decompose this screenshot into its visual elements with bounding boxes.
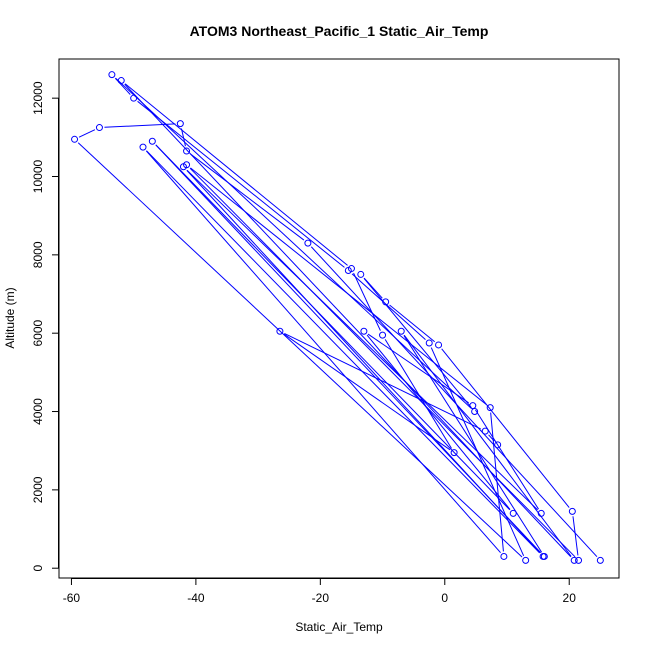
y-tick-label: 2000: [31, 476, 45, 503]
series-segment: [77, 142, 523, 558]
data-point: [500, 552, 508, 560]
data-point: [570, 556, 578, 564]
y-tick-label: 8000: [31, 241, 45, 268]
data-point: [379, 331, 387, 339]
series-segment: [155, 144, 511, 511]
data-point: [469, 402, 477, 410]
data-point: [357, 270, 365, 278]
series-line: [77, 77, 598, 558]
chart-title: ATOM3 Northeast_Pacific_1 Static_Air_Tem…: [190, 23, 489, 39]
data-point: [522, 556, 530, 564]
x-tick-label: -40: [187, 591, 205, 605]
series-segment: [475, 409, 539, 510]
data-point: [425, 339, 433, 347]
series-segment: [441, 348, 570, 508]
y-axis: 0 2000 4000 6000 8000 10000 12000: [31, 81, 59, 572]
series-points: [71, 71, 604, 564]
series-segment: [389, 304, 435, 343]
x-axis: -60 -40 -20 0 20: [63, 578, 576, 605]
data-point: [382, 298, 390, 306]
data-point: [139, 143, 147, 151]
series-segment: [572, 516, 579, 556]
x-tick-label: 0: [441, 591, 448, 605]
series-segment: [180, 128, 186, 147]
data-point: [509, 509, 517, 517]
data-point: [304, 239, 312, 247]
data-point: [360, 327, 368, 335]
data-point: [575, 556, 583, 564]
data-point: [397, 327, 405, 335]
series-segment: [155, 144, 542, 554]
series-segment: [190, 167, 487, 405]
data-point: [71, 135, 79, 143]
series-segment: [403, 334, 572, 557]
series-segment: [353, 272, 381, 331]
data-point: [347, 265, 355, 273]
y-tick-label: 4000: [31, 398, 45, 425]
data-point: [179, 163, 187, 171]
x-tick-label: -20: [312, 591, 330, 605]
series-segment: [124, 83, 348, 266]
series-segment: [190, 153, 305, 241]
data-point: [435, 341, 443, 349]
data-point: [176, 120, 184, 128]
series-segment: [366, 334, 511, 510]
x-tick-label: 20: [563, 591, 577, 605]
series-segment: [146, 150, 540, 554]
series-segment: [284, 332, 481, 430]
series-segment: [145, 150, 501, 554]
data-point: [596, 556, 604, 564]
series-segment: [124, 83, 572, 558]
data-point: [494, 441, 502, 449]
x-tick-label: -60: [63, 591, 81, 605]
y-tick-label: 10000: [31, 160, 45, 194]
series-segment: [104, 123, 176, 128]
x-axis-label: Static_Air_Temp: [295, 620, 383, 634]
series-segment: [403, 335, 543, 553]
data-point: [450, 449, 458, 457]
series-segment: [78, 129, 96, 138]
data-point: [568, 507, 576, 515]
data-point: [108, 71, 116, 79]
data-point: [117, 77, 125, 85]
data-point: [481, 427, 489, 435]
y-axis-label: Altitude (m): [3, 287, 17, 348]
data-point: [540, 552, 548, 560]
series-segment: [367, 333, 469, 404]
data-point: [537, 509, 545, 517]
series-segment: [189, 167, 576, 558]
data-point: [486, 404, 494, 412]
series-segment: [488, 434, 495, 442]
data-point: [130, 94, 138, 102]
series-segment: [186, 169, 538, 511]
series-segment: [363, 277, 383, 299]
series-segment: [137, 100, 345, 268]
y-tick-label: 0: [31, 565, 45, 572]
data-point: [95, 124, 103, 132]
series-segment: [363, 277, 472, 409]
data-point: [183, 147, 191, 155]
series-segment: [283, 333, 451, 451]
series-segment: [384, 339, 452, 449]
data-point: [148, 137, 156, 145]
series-segment: [351, 273, 426, 341]
y-tick-label: 12000: [31, 81, 45, 115]
y-tick-label: 6000: [31, 320, 45, 347]
series-segment: [115, 77, 472, 409]
data-point: [276, 327, 284, 335]
